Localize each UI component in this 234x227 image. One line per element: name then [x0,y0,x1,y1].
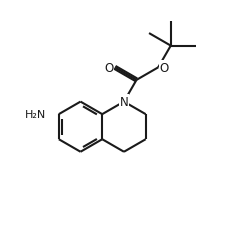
Text: O: O [104,62,114,74]
Text: N: N [120,96,128,109]
Text: O: O [159,62,169,74]
Text: H₂N: H₂N [25,110,46,120]
